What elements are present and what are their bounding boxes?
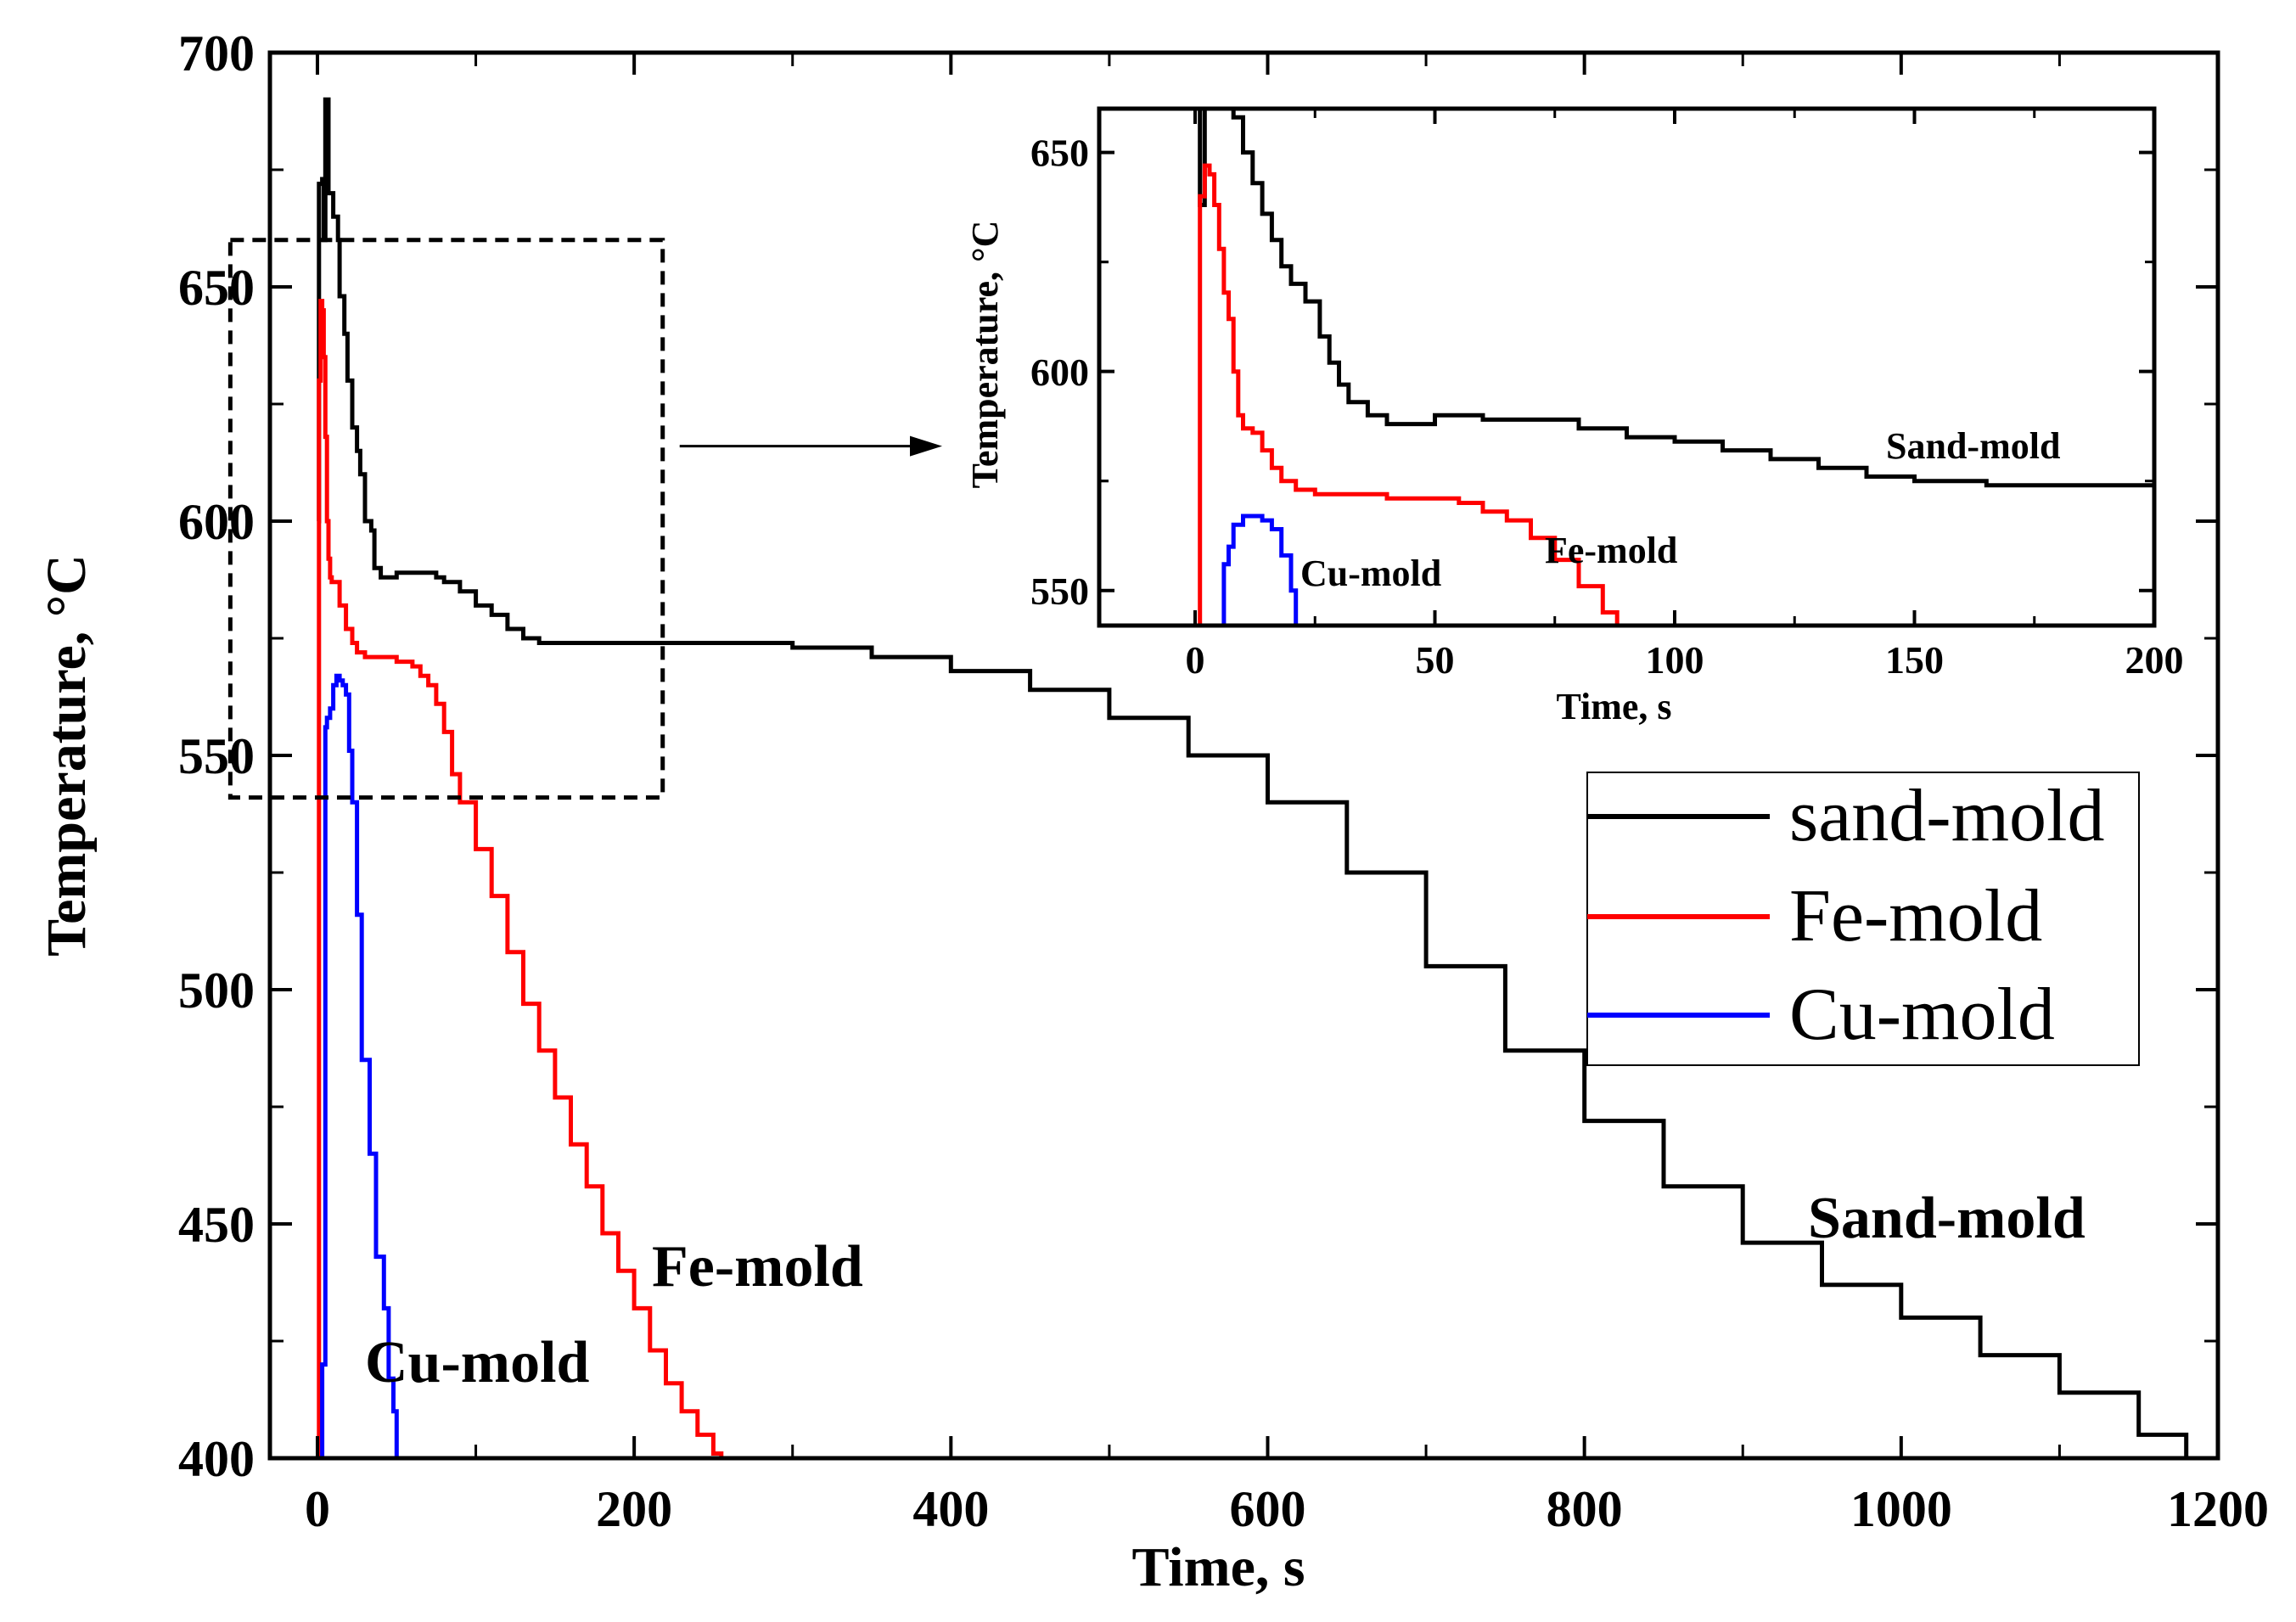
- main-y-tick-label: 500: [178, 963, 255, 1019]
- main-y-tick-label: 550: [178, 728, 255, 784]
- inset-series-line-sand-mold: [1198, 106, 2154, 488]
- main-x-tick-label: 200: [596, 1481, 672, 1537]
- legend-label-fe-mold: Fe-mold: [1789, 875, 2042, 957]
- legend-label-cu-mold: Cu-mold: [1789, 974, 2055, 1056]
- inset-plot-frame: [1097, 106, 2157, 628]
- main-x-tick-label: 600: [1229, 1481, 1305, 1537]
- main-x-tick-label: 0: [305, 1481, 330, 1537]
- inset-x-tick-label: 150: [1885, 638, 1944, 682]
- main-x-tick-label: 1000: [1850, 1481, 1952, 1537]
- main-y-tick-label: 700: [178, 25, 255, 81]
- annotation-fe-mold: Fe-mold: [652, 1234, 863, 1299]
- inset-y-axis-title: Temperature, °C: [964, 221, 1006, 489]
- y-axis-title: Temperature, °C: [36, 554, 98, 957]
- annotation-sand-mold: Sand-mold: [1808, 1186, 2085, 1251]
- inset-series-line-cu-mold: [1219, 514, 1299, 628]
- inset-y-tick-label: 600: [1030, 351, 1089, 394]
- legend-label-sand-mold: sand-mold: [1789, 775, 2105, 857]
- main-y-tick-label: 400: [178, 1431, 255, 1487]
- inset-x-axis-title: Time, s: [1556, 686, 1671, 727]
- main-y-tick-label: 650: [178, 260, 255, 316]
- main-y-tick-label: 450: [178, 1197, 255, 1253]
- inset-annotation-cu-mold: Cu-mold: [1300, 553, 1441, 594]
- annotation-cu-mold: Cu-mold: [365, 1330, 590, 1395]
- series-line-fe-mold: [317, 299, 724, 1461]
- inset-y-tick-label: 650: [1030, 132, 1089, 175]
- legend: sand-mold Fe-mold Cu-mold: [1586, 772, 2140, 1066]
- inset-x-tick-label: 50: [1416, 638, 1455, 682]
- inset-x-tick-label: 0: [1186, 638, 1205, 682]
- x-axis-title: Time, s: [1131, 1536, 1305, 1598]
- inset-x-tick-label: 200: [2125, 638, 2184, 682]
- main-x-tick-label: 800: [1547, 1481, 1623, 1537]
- inset-series-line-fe-mold: [1195, 163, 1620, 628]
- series-line-sand-mold: [317, 97, 2189, 1458]
- zoom-region-box: [227, 238, 665, 800]
- series-line-cu-mold: [317, 673, 399, 1461]
- inset-y-tick-label: 550: [1030, 570, 1089, 613]
- inset-annotation-fe-mold: Fe-mold: [1545, 530, 1677, 571]
- inset-annotation-sand-mold: Sand-mold: [1886, 425, 2060, 467]
- zoom-arrow-head: [910, 435, 942, 457]
- main-x-tick-label: 400: [912, 1481, 989, 1537]
- main-x-tick-label: 1200: [2167, 1481, 2269, 1537]
- main-y-tick-label: 600: [178, 494, 255, 550]
- inset-x-tick-label: 100: [1646, 638, 1704, 682]
